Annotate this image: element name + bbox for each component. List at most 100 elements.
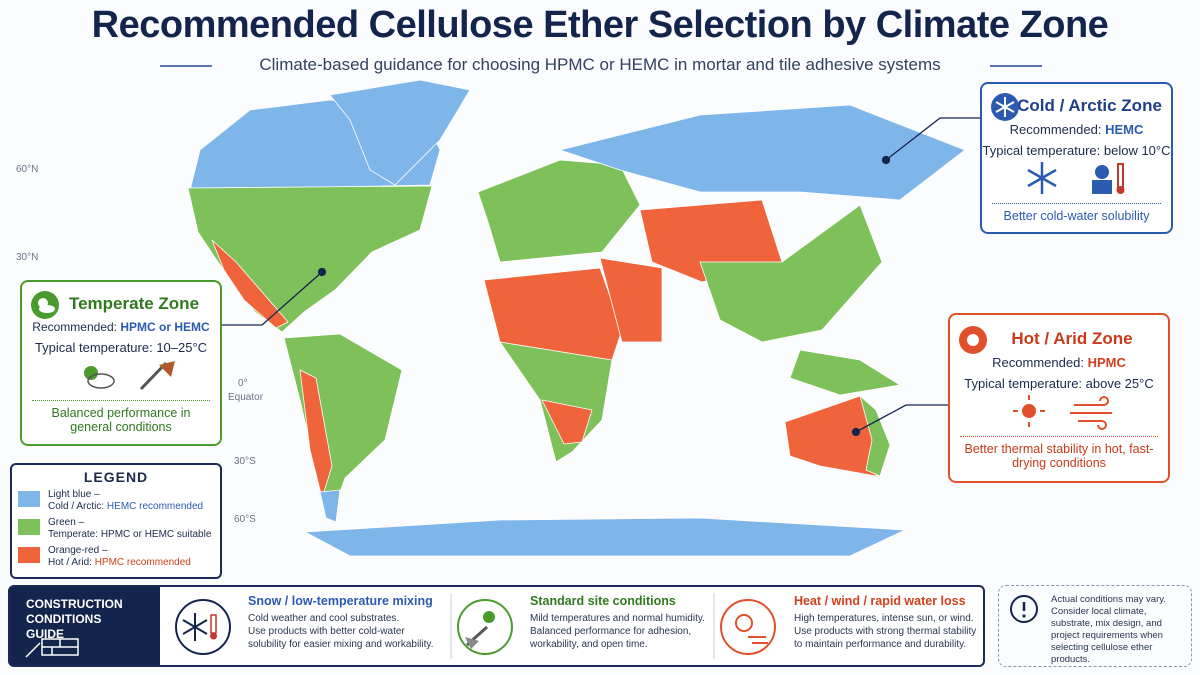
connectors <box>222 117 980 437</box>
legend: LEGEND Light blue – Cold / Arctic: HEMC r… <box>10 463 222 579</box>
legend-label: Light blue – <box>48 489 100 500</box>
south-america <box>283 333 403 521</box>
hot-connector <box>855 404 948 433</box>
callout-cold: Cold / Arctic Zone Recommended: HEMC Typ… <box>980 82 1173 234</box>
notice-text: Actual conditions may vary. Consider loc… <box>1051 594 1166 665</box>
sun-badge <box>959 326 987 354</box>
info-icon <box>1010 595 1038 623</box>
russia <box>559 104 966 201</box>
antarctica <box>304 517 906 557</box>
guide-item-line: to maintain performance and durability. <box>794 639 967 650</box>
southern-africa-arid <box>541 399 593 445</box>
guide-item: Heat / wind / rapid water loss High tempe… <box>794 595 976 651</box>
temperate-connector <box>222 271 323 326</box>
notice: Actual conditions may vary. Consider loc… <box>998 585 1192 667</box>
guide-icon-standard <box>457 599 513 655</box>
lat-label: 60°S <box>234 514 256 525</box>
legend-item: Green – Temperate: HPMC or HEMC suitable <box>18 517 214 541</box>
guide-title: CONSTRUCTION CONDITIONS GUIDE <box>26 597 123 641</box>
south-east-asia <box>699 204 883 343</box>
legend-label: Orange-red – <box>48 545 108 556</box>
lat-label: 30°N <box>16 252 39 263</box>
callout-icons <box>84 361 175 391</box>
guide-item-line: Use products with strong thermal stabili… <box>794 626 977 637</box>
recommended-label: Recommended: <box>1009 122 1102 137</box>
callout-temperate: Temperate Zone Recommended: HPMC or HEMC… <box>20 280 222 446</box>
callout-title: Cold / Arctic Zone <box>1017 96 1162 115</box>
legend-item: Orange-red – Hot / Arid: HPMC recommended <box>18 545 214 569</box>
guide-item-line: workability, and open time. <box>530 639 648 650</box>
recommended-product: HEMC <box>1105 122 1144 137</box>
recommended-label: Recommended: <box>992 355 1084 370</box>
legend-swatch <box>18 491 40 507</box>
legend-highlight: HPMC recommended <box>94 557 191 568</box>
central-africa <box>499 341 613 463</box>
middle-east <box>599 257 663 343</box>
australia-east <box>859 395 891 477</box>
callout-temperature: Typical temperature: below 10°C <box>982 143 1171 158</box>
recommended-label: Recommended: <box>32 320 118 334</box>
recommended-product: HPMC or HEMC <box>120 320 210 334</box>
andes-arid <box>299 369 333 499</box>
callout-temperature: Typical temperature: above 25°C <box>964 376 1154 391</box>
guide-item-line: Mild temperatures and normal humidity. <box>530 613 705 624</box>
world-map <box>187 79 966 557</box>
lat-label: Equator <box>228 392 264 403</box>
divider <box>713 593 715 659</box>
guide-item-line: Use products with better cold-water <box>248 626 405 637</box>
legend-swatch <box>18 519 40 535</box>
guide-item-line: Balanced performance for adhesion, <box>530 626 692 637</box>
legend-highlight: HPMC or HEMC suitable <box>100 529 212 540</box>
guide-item-line: Cold weather and cool substrates. <box>248 613 400 624</box>
legend-title: LEGEND <box>83 469 149 485</box>
legend-description: Cold / Arctic: <box>48 501 105 512</box>
callout-temperature: Typical temperature: 10–25°C <box>34 340 208 355</box>
callout-recommended: Recommended: HPMC or HEMC <box>22 320 220 334</box>
callout-recommended: Recommended: HEMC <box>982 122 1171 137</box>
callout-note: Balanced performance in general conditio… <box>32 400 210 434</box>
guide-icon-cold <box>175 599 231 655</box>
callout-icons <box>1026 162 1124 194</box>
guide-item: Snow / low-temperature mixing Cold weathe… <box>248 595 433 651</box>
temperate-badge <box>31 291 59 319</box>
callout-title: Hot / Arid Zone <box>1011 329 1133 348</box>
callout-icons <box>1013 395 1112 430</box>
lat-label: 60°N <box>16 164 39 175</box>
europe <box>477 159 641 263</box>
guide-item-line: High temperatures, intense sun, or wind. <box>794 613 974 624</box>
lat-label: 0° <box>238 378 248 389</box>
legend-label: Green – <box>48 517 85 528</box>
greenland <box>329 79 471 186</box>
callout-recommended: Recommended: HPMC <box>950 355 1168 370</box>
divider <box>450 593 452 659</box>
guide-item-title: Snow / low-temperature mixing <box>248 594 433 608</box>
subtitle: Climate-based guidance for choosing HPMC… <box>259 55 941 74</box>
callout-note: Better cold-water solubility <box>992 203 1161 223</box>
cold-pin <box>881 155 891 165</box>
guide-item-title: Heat / wind / rapid water loss <box>794 594 966 608</box>
hot-pin <box>851 427 861 437</box>
cold-connector <box>885 117 980 161</box>
guide-icon-hot <box>720 599 776 655</box>
snow-badge <box>991 93 1019 121</box>
guide-item-line: solubility for easier mixing and workabi… <box>248 639 434 650</box>
title: Recommended Cellulose Ether Selection by… <box>91 4 1109 46</box>
callout-title: Temperate Zone <box>68 294 200 313</box>
recommended-product: HPMC <box>1087 355 1126 370</box>
patagonia <box>319 489 341 523</box>
temperate-pin <box>317 267 327 277</box>
callout-hot: Hot / Arid Zone Recommended: HPMC Typica… <box>948 313 1170 483</box>
legend-description: Hot / Arid: <box>48 557 92 568</box>
lat-label: 30°S <box>234 456 256 467</box>
callout-note: Better thermal stability in hot, fast-dr… <box>960 436 1158 470</box>
guide-item: Standard site conditions Mild temperature… <box>530 595 705 651</box>
legend-description: Temperate: <box>48 529 99 540</box>
brick-icon <box>25 638 79 658</box>
guide-heading: CONSTRUCTION CONDITIONS GUIDE <box>10 587 160 665</box>
construction-guide: CONSTRUCTION CONDITIONS GUIDE Snow / low… <box>8 585 985 667</box>
legend-item: Light blue – Cold / Arctic: HEMC recommen… <box>18 489 214 513</box>
legend-swatch <box>18 547 40 563</box>
indonesia <box>789 349 901 396</box>
